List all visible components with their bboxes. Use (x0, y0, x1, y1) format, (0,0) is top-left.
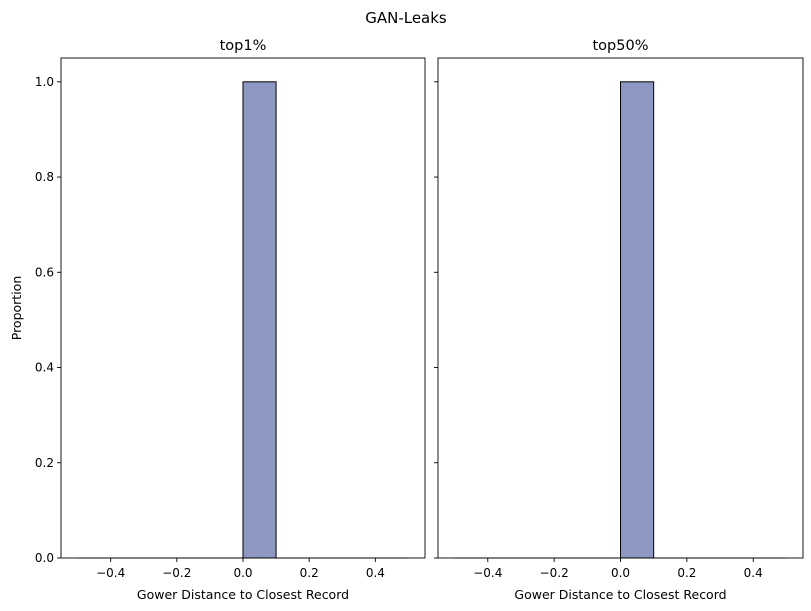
y-tick-label: 0.6 (35, 265, 54, 279)
y-axis-label: Proportion (9, 276, 24, 341)
subplot-title: top50% (593, 38, 649, 54)
x-tick-label: 0.0 (611, 566, 630, 580)
y-tick-label: 0.2 (35, 456, 54, 470)
subplot-top1: −0.4 −0.2 0.0 0.2 0.4 0.0 0.2 0.4 0.6 0.8 1.0 top1%… (9, 38, 426, 602)
y-tick-label: 1.0 (35, 75, 54, 89)
x-axis-label: Gower Distance to Closest Record (514, 587, 726, 602)
x-tick-label: 0.2 (300, 566, 319, 580)
x-axis-label: Gower Distance to Closest Record (137, 587, 349, 602)
x-tick-label: −0.4 (473, 566, 502, 580)
x-tick-label: −0.2 (162, 566, 191, 580)
x-tick-label: 0.2 (677, 566, 696, 580)
bar (242, 81, 277, 559)
y-tick-label: 0.8 (35, 170, 54, 184)
bar (620, 81, 655, 559)
subplot-title: top1% (220, 38, 267, 54)
x-tick-label: 0.4 (744, 566, 763, 580)
x-tick-label: 0.4 (366, 566, 385, 580)
figure-title: GAN-Leaks (365, 9, 447, 27)
y-tick-label: 0.4 (35, 361, 54, 375)
y-tick-label: 0.0 (35, 551, 54, 565)
subplot-top50: −0.4 −0.2 0.0 0.2 0.4 top50% Gower Distance to… (434, 38, 804, 602)
x-tick-label: −0.2 (540, 566, 569, 580)
x-tick-label: −0.4 (96, 566, 125, 580)
x-tick-label: 0.0 (233, 566, 252, 580)
